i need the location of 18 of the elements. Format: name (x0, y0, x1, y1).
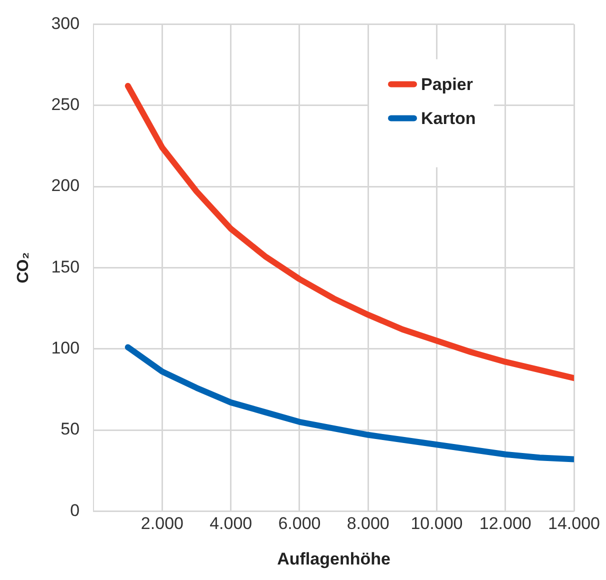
x-tick-label: 12.000 (479, 514, 532, 534)
legend-label: Karton (421, 108, 476, 128)
y-tick-label: 50 (60, 420, 80, 439)
legend-label: Papier (421, 74, 474, 94)
y-tick-label: 150 (51, 257, 80, 276)
y-tick-label: 200 (51, 176, 80, 196)
y-tick-label: 0 (70, 500, 80, 520)
x-tick-label: 14.000 (548, 514, 600, 534)
x-tick-label: 8.000 (346, 514, 390, 534)
x-tick-label: 2.000 (140, 514, 184, 534)
x-axis-title: Auflagenhöhe (277, 549, 390, 568)
x-tick-label: 10.000 (410, 514, 463, 534)
y-axis-title: CO₂ (15, 252, 32, 284)
x-tick-label: 6.000 (278, 514, 321, 534)
y-tick-label: 250 (51, 95, 80, 114)
y-tick-label: 100 (51, 338, 80, 358)
x-tick-label: 4.000 (210, 514, 252, 534)
y-tick-label: 300 (51, 14, 80, 33)
